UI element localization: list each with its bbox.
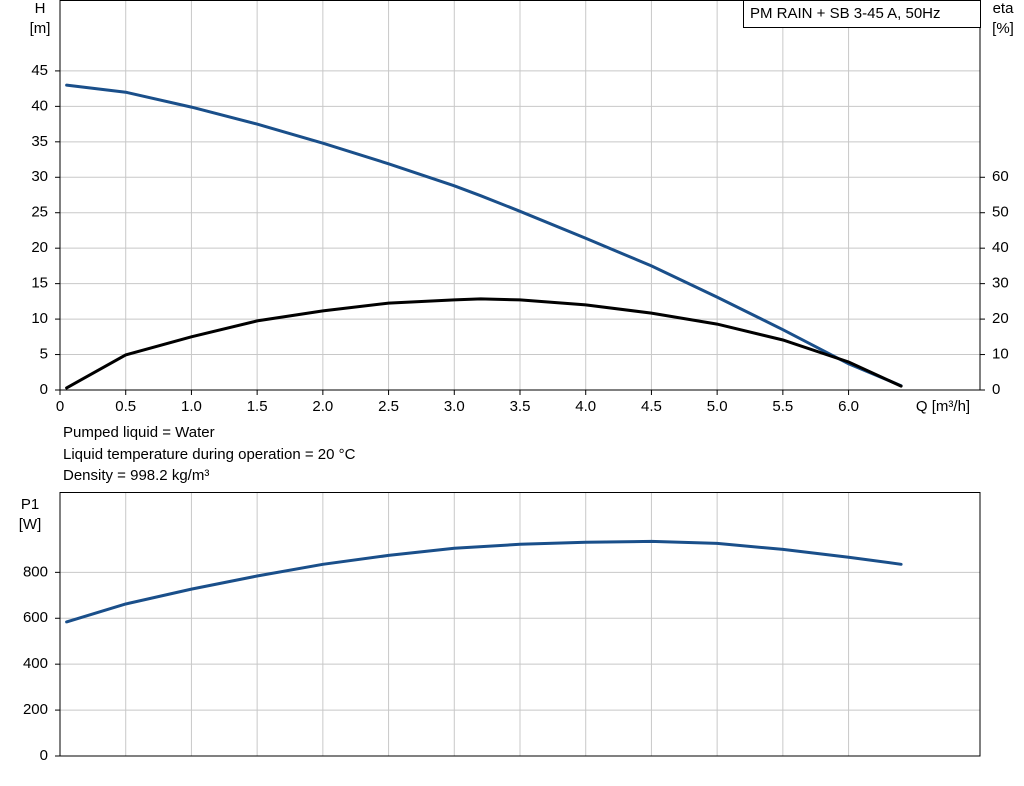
y-tick-label: 45 <box>31 62 48 79</box>
x-tick-label: 0.5 <box>115 398 136 415</box>
note: Liquid temperature during operation = 20… <box>63 446 356 463</box>
y-axis-label: H <box>35 0 46 17</box>
y2-axis-unit: [%] <box>992 20 1014 37</box>
x-tick-label: 5.0 <box>707 398 728 415</box>
curve <box>65 297 903 390</box>
y-axis-unit: [m] <box>30 20 51 37</box>
y-tick-label: 25 <box>31 204 48 221</box>
x-tick-label: 0 <box>56 398 64 415</box>
x-tick-label: 3.5 <box>510 398 531 415</box>
x-tick-label: 2.0 <box>312 398 333 415</box>
y2-tick-label: 10 <box>992 346 1009 363</box>
note: Density = 998.2 kg/m³ <box>63 467 209 484</box>
x-tick-label: 5.5 <box>772 398 793 415</box>
y2-tick-label: 40 <box>992 239 1009 256</box>
x-tick-label: 1.5 <box>247 398 268 415</box>
x-tick-label: 1.0 <box>181 398 202 415</box>
y-tick-label: 35 <box>31 133 48 150</box>
y2-tick-label: 30 <box>992 275 1009 292</box>
y-tick-label: 800 <box>23 563 48 580</box>
x-tick-label: 6.0 <box>838 398 859 415</box>
y-tick-label: 200 <box>23 701 48 718</box>
y-tick-label: 0 <box>40 747 48 764</box>
y-tick-label: 10 <box>31 310 48 327</box>
x-tick-label: 3.0 <box>444 398 465 415</box>
legend-text: PM RAIN + SB 3-45 A, 50Hz <box>750 5 941 22</box>
y2-tick-label: 60 <box>992 168 1009 185</box>
legend-box <box>743 0 981 28</box>
x-tick-label: 4.5 <box>641 398 662 415</box>
y-tick-label: 600 <box>23 609 48 626</box>
y-axis-unit: [W] <box>19 516 42 533</box>
x-tick-label: 2.5 <box>378 398 399 415</box>
y-axis-label: P1 <box>21 496 39 513</box>
y2-tick-label: 50 <box>992 204 1009 221</box>
plot-frame <box>59 0 981 391</box>
y-tick-label: 40 <box>31 97 48 114</box>
x-axis-label: Q [m³/h] <box>916 398 970 415</box>
y-tick-label: 30 <box>31 168 48 185</box>
y2-tick-label: 20 <box>992 310 1009 327</box>
curve <box>65 539 903 624</box>
curve <box>65 83 903 388</box>
x-tick-label: 4.0 <box>575 398 596 415</box>
y-tick-label: 5 <box>40 346 48 363</box>
y2-tick-label: 0 <box>992 381 1000 398</box>
y-tick-label: 15 <box>31 275 48 292</box>
y2-axis-label: eta <box>993 0 1015 17</box>
y-tick-label: 0 <box>40 381 48 398</box>
y-tick-label: 20 <box>31 239 48 256</box>
y-tick-label: 400 <box>23 655 48 672</box>
note: Pumped liquid = Water <box>63 424 215 441</box>
plot-frame <box>59 492 981 757</box>
